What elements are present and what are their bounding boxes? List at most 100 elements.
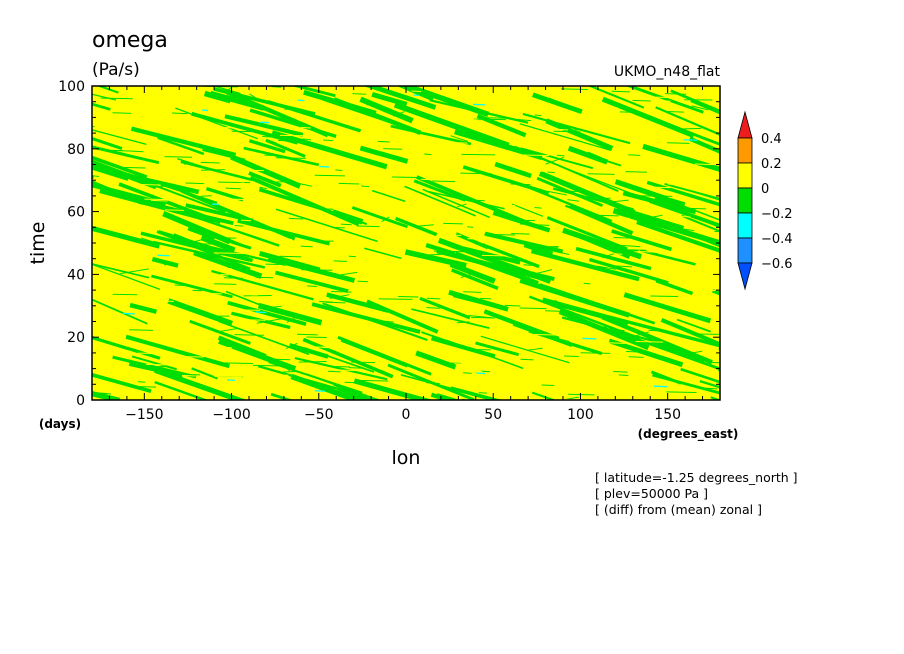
contour-fleck [568, 393, 595, 396]
contour-fleck [181, 374, 196, 377]
negative-anomaly-streak [670, 89, 720, 113]
negative-anomaly-streak [660, 317, 720, 347]
negative-anomaly-streak [92, 298, 148, 325]
negative-anomaly-streak [269, 140, 277, 144]
negative-anomaly-streak [302, 337, 394, 379]
contour-fleck [424, 153, 432, 156]
negative-anomaly-streak [567, 199, 580, 202]
negative-anomaly-streak [717, 343, 720, 345]
negative-anomaly-streak [212, 86, 241, 95]
contour-fleck [275, 157, 306, 159]
strong-negative-speck [413, 94, 419, 97]
contour-fleck [333, 226, 345, 229]
contour-fleck [327, 370, 341, 373]
negative-anomaly-streak [481, 243, 540, 269]
contour-fleck [325, 301, 346, 304]
negative-anomaly-streak [531, 283, 540, 288]
contour-fleck [523, 264, 532, 266]
contour-fleck [450, 142, 468, 144]
negative-anomaly-streak [381, 216, 390, 223]
negative-anomaly-streak [691, 105, 709, 111]
negative-anomaly-streak [539, 283, 656, 325]
contour-fleck [506, 204, 516, 207]
contour-fleck [497, 240, 508, 243]
negative-anomaly-streak [664, 183, 720, 200]
negative-anomaly-streak [267, 99, 362, 133]
contour-fleck [510, 219, 536, 222]
negative-anomaly-streak [92, 180, 125, 197]
negative-anomaly-streak [160, 61, 202, 73]
negative-anomaly-streak [413, 179, 466, 202]
negative-anomaly-streak [218, 320, 310, 356]
negative-anomaly-streak [162, 210, 231, 245]
y-tick-label: 80 [67, 142, 85, 158]
negative-anomaly-streak [351, 206, 408, 229]
contour-fleck [192, 175, 226, 178]
contour-fleck [460, 172, 492, 175]
contour-fleck [234, 225, 244, 227]
negative-anomaly-streak [519, 123, 612, 152]
negative-anomaly-streak [226, 99, 240, 102]
negative-anomaly-streak [449, 261, 496, 284]
contour-fleck [563, 371, 595, 374]
contour-fleck [667, 142, 690, 144]
contour-fleck [241, 219, 251, 222]
negative-anomaly-streak [340, 340, 408, 368]
negative-anomaly-streak [227, 300, 307, 327]
negative-anomaly-streak [156, 60, 200, 77]
contour-fleck [239, 87, 265, 89]
negative-anomaly-streak [189, 319, 251, 345]
contour-fleck [323, 139, 333, 142]
contour-fleck [355, 379, 389, 382]
contour-fleck [170, 355, 204, 358]
negative-anomaly-streak [191, 111, 299, 145]
negative-anomaly-streak [608, 328, 720, 371]
strong-negative-speck [157, 254, 170, 257]
contour-fleck [405, 264, 432, 267]
negative-anomaly-streak [758, 293, 853, 315]
contour-fleck [335, 169, 343, 172]
contour-fleck [628, 249, 638, 252]
negative-anomaly-streak [290, 373, 364, 400]
negative-anomaly-streak [92, 125, 95, 128]
x-tick-label: 0 [402, 407, 411, 423]
contour-fleck [426, 297, 441, 300]
negative-anomaly-streak [793, 408, 822, 411]
negative-anomaly-streak [422, 188, 491, 219]
contour-fleck [484, 233, 516, 236]
contour-fleck [406, 214, 423, 217]
contour-fleck [714, 230, 720, 233]
negative-anomaly-streak [430, 392, 454, 400]
contour-fleck [666, 111, 684, 113]
contour-fleck [213, 252, 248, 254]
negative-anomaly-streak [303, 89, 377, 116]
negative-anomaly-streak [92, 225, 161, 249]
strong-negative-speck [314, 390, 325, 392]
negative-anomaly-streak [271, 358, 291, 361]
negative-anomaly-streak [195, 215, 280, 247]
contour-fleck [297, 333, 318, 336]
contour-fleck [214, 283, 237, 285]
negative-anomaly-streak [248, 139, 286, 154]
negative-anomaly-streak [288, 343, 329, 359]
contour-fleck [697, 333, 720, 335]
contour-fleck [652, 227, 661, 230]
contour-fleck [237, 319, 266, 321]
contour-fleck [563, 355, 579, 358]
negative-anomaly-streak [92, 136, 123, 151]
negative-anomaly-streak [92, 263, 150, 279]
negative-anomaly-streak [380, 409, 395, 415]
contour-fleck [426, 146, 439, 149]
contour-fleck [681, 308, 709, 310]
negative-anomaly-streak [337, 388, 370, 400]
negative-anomaly-streak [527, 347, 543, 351]
colorbar-segment [737, 187, 753, 214]
negative-anomaly-streak [154, 367, 247, 400]
contour-fleck [331, 291, 352, 293]
model-label: UKMO_n48_flat [614, 64, 721, 80]
negative-anomaly-streak [265, 138, 306, 158]
negative-anomaly-streak [334, 271, 358, 277]
strong-negative-speck [227, 379, 235, 382]
contour-fleck [301, 126, 311, 129]
contour-fleck [420, 178, 442, 181]
